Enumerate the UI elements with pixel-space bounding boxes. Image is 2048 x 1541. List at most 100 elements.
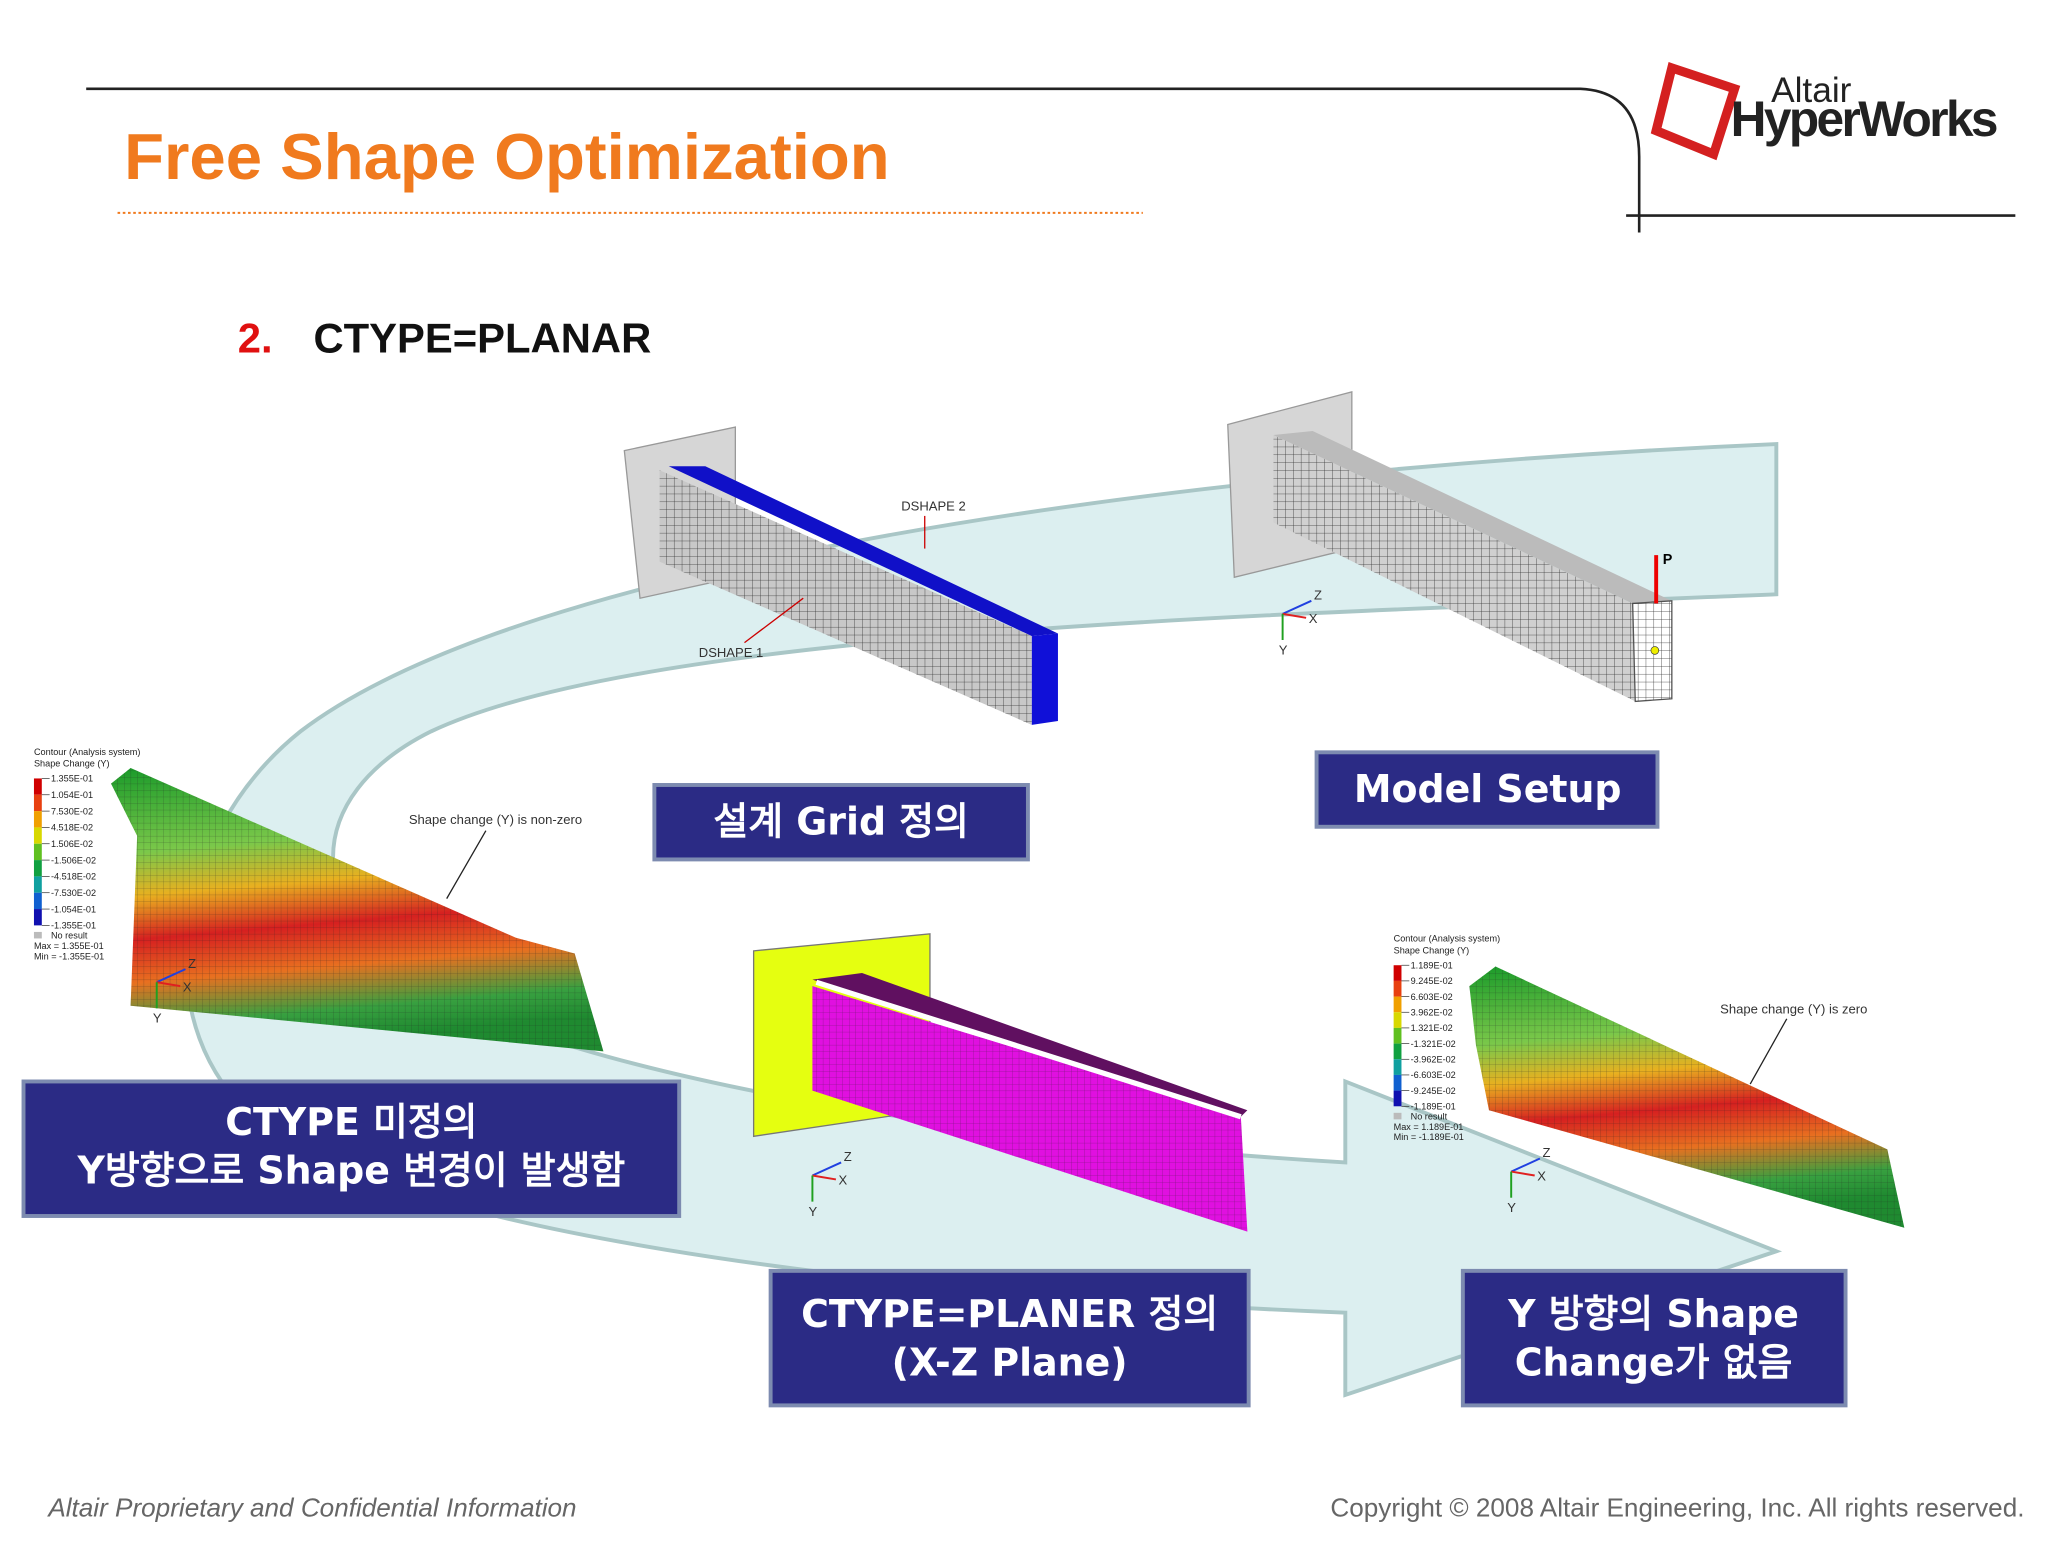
- legend-swatch: [33, 931, 42, 939]
- legend-swatch: [1393, 1074, 1402, 1091]
- triad-label: Y: [1279, 642, 1288, 657]
- pointer: [744, 597, 804, 644]
- load-point: [1650, 646, 1660, 655]
- beam-mesh: [659, 470, 1032, 725]
- triad-label: X: [183, 979, 192, 994]
- triad-axis: [812, 1161, 842, 1177]
- legend-value: -1.054E-01: [51, 904, 96, 914]
- label-box: CTYPE=PLANER 정의(X-Z Plane): [768, 1268, 1251, 1408]
- annotation: DSHAPE 2: [901, 499, 966, 514]
- legend-swatch: [33, 860, 42, 877]
- legend-swatch: [1393, 1043, 1402, 1060]
- legend-value: 1.355E-01: [51, 774, 93, 784]
- legend-value: 3.962E-02: [1411, 1008, 1453, 1018]
- dshape-face: [1031, 633, 1058, 725]
- legend-swatch: [33, 811, 42, 828]
- footer-left: Altair Proprietary and Confidential Info…: [46, 1492, 576, 1522]
- legend-swatch: [33, 794, 42, 812]
- legend-value: 4.518E-02: [51, 823, 93, 833]
- triad-label: X: [1309, 611, 1318, 626]
- legend-swatch: [1393, 965, 1402, 981]
- legend-swatch: [33, 827, 42, 844]
- triad-label: Y: [808, 1204, 817, 1219]
- legend-value: -1.355E-01: [51, 921, 96, 931]
- triad-label: Y: [1507, 1200, 1516, 1215]
- triad-label: Z: [844, 1149, 852, 1164]
- title: Free Shape Optimization: [124, 120, 890, 193]
- box-text: Y 방향의 Shape: [1507, 1292, 1799, 1336]
- legend-value: 6.603E-02: [1411, 992, 1453, 1002]
- legend-title: Shape Change (Y): [34, 759, 110, 769]
- section-title: CTYPE=PLANAR: [313, 315, 651, 362]
- box-text: CTYPE=PLANER 정의: [801, 1292, 1218, 1336]
- pointer: [1749, 1018, 1788, 1085]
- legend-footer: Max = 1.355E-01: [34, 941, 104, 951]
- triad-label: Y: [153, 1011, 162, 1026]
- box-text: 설계 Grid 정의: [713, 800, 969, 844]
- footer-right: Copyright © 2008 Altair Engineering, Inc…: [1330, 1492, 2024, 1522]
- legend-value: -3.962E-02: [1411, 1055, 1456, 1065]
- triad-axis: [1282, 612, 1307, 619]
- legend-footer: No result: [1411, 1111, 1448, 1121]
- box-text: CTYPE 미정의: [225, 1100, 477, 1144]
- triad-axis: [1282, 599, 1312, 615]
- legend-swatch: [1393, 1112, 1402, 1120]
- beam-top: [1273, 431, 1672, 604]
- legend-title: Shape Change (Y): [1394, 945, 1470, 955]
- label-box: Model Setup: [1314, 750, 1660, 829]
- triad-axis: [156, 968, 186, 984]
- legend-value: 1.189E-01: [1411, 960, 1453, 970]
- triad-axis: [812, 1174, 837, 1181]
- legend-swatch: [33, 843, 42, 861]
- legend-value: 1.054E-01: [51, 790, 93, 800]
- legend-swatch: [33, 778, 42, 795]
- triad-axis: [1511, 1170, 1535, 1177]
- logo-product: HyperWorks: [1731, 91, 1997, 147]
- legend-footer: Max = 1.189E-01: [1394, 1122, 1464, 1132]
- legend-swatch: [1393, 980, 1402, 997]
- logo-brand: Altair: [1771, 71, 1852, 110]
- dshape-face: [668, 466, 1058, 637]
- legend-value: 1.506E-02: [51, 839, 93, 849]
- triad-label: X: [839, 1173, 848, 1188]
- legend-value: -4.518E-02: [51, 872, 96, 882]
- annotation: Shape change (Y) is non-zero: [409, 812, 582, 827]
- legend-swatch: [1393, 1090, 1402, 1107]
- legend-value: -1.189E-01: [1411, 1102, 1456, 1112]
- legend-swatch: [33, 909, 42, 926]
- beam-mesh: [1273, 434, 1636, 702]
- box-text: Y방향으로 Shape 변경이 발생함: [76, 1148, 625, 1192]
- triad-label: Z: [1314, 588, 1322, 603]
- triad-label: Z: [1543, 1145, 1551, 1160]
- pointer: [446, 830, 487, 899]
- legend-footer: No result: [51, 930, 88, 940]
- legend-value: -1.321E-02: [1411, 1039, 1456, 1049]
- section-number: 2.: [238, 315, 273, 362]
- legend-swatch: [1393, 1027, 1402, 1044]
- box-text: (X-Z Plane): [892, 1340, 1128, 1384]
- beam-top: [812, 973, 1248, 1117]
- box-text: Change가 없음: [1515, 1340, 1793, 1384]
- legend-swatch: [1393, 1059, 1402, 1075]
- legend-title: Contour (Analysis system): [1394, 934, 1501, 944]
- legend-value: 7.530E-02: [51, 806, 93, 816]
- beam-mesh: [812, 986, 1248, 1232]
- legend-swatch: [33, 892, 42, 910]
- contour-mesh: [1469, 966, 1905, 1228]
- box-text: Model Setup: [1354, 767, 1622, 811]
- annotation: Shape change (Y) is zero: [1720, 1002, 1867, 1017]
- legend-value: 9.245E-02: [1411, 976, 1453, 986]
- legend-value: -1.506E-02: [51, 855, 96, 865]
- load-label: P: [1663, 552, 1673, 568]
- triad-axis: [156, 981, 181, 988]
- legend-swatch: [33, 876, 42, 893]
- legend-value: -7.530E-02: [51, 888, 96, 898]
- legend-value: -9.245E-02: [1411, 1086, 1456, 1096]
- triad-label: Z: [188, 956, 196, 971]
- legend-footer: Min = -1.189E-01: [1394, 1132, 1464, 1142]
- legend-swatch: [1393, 1012, 1402, 1028]
- legend-value: 1.321E-02: [1411, 1023, 1453, 1033]
- legend-title: Contour (Analysis system): [34, 747, 141, 757]
